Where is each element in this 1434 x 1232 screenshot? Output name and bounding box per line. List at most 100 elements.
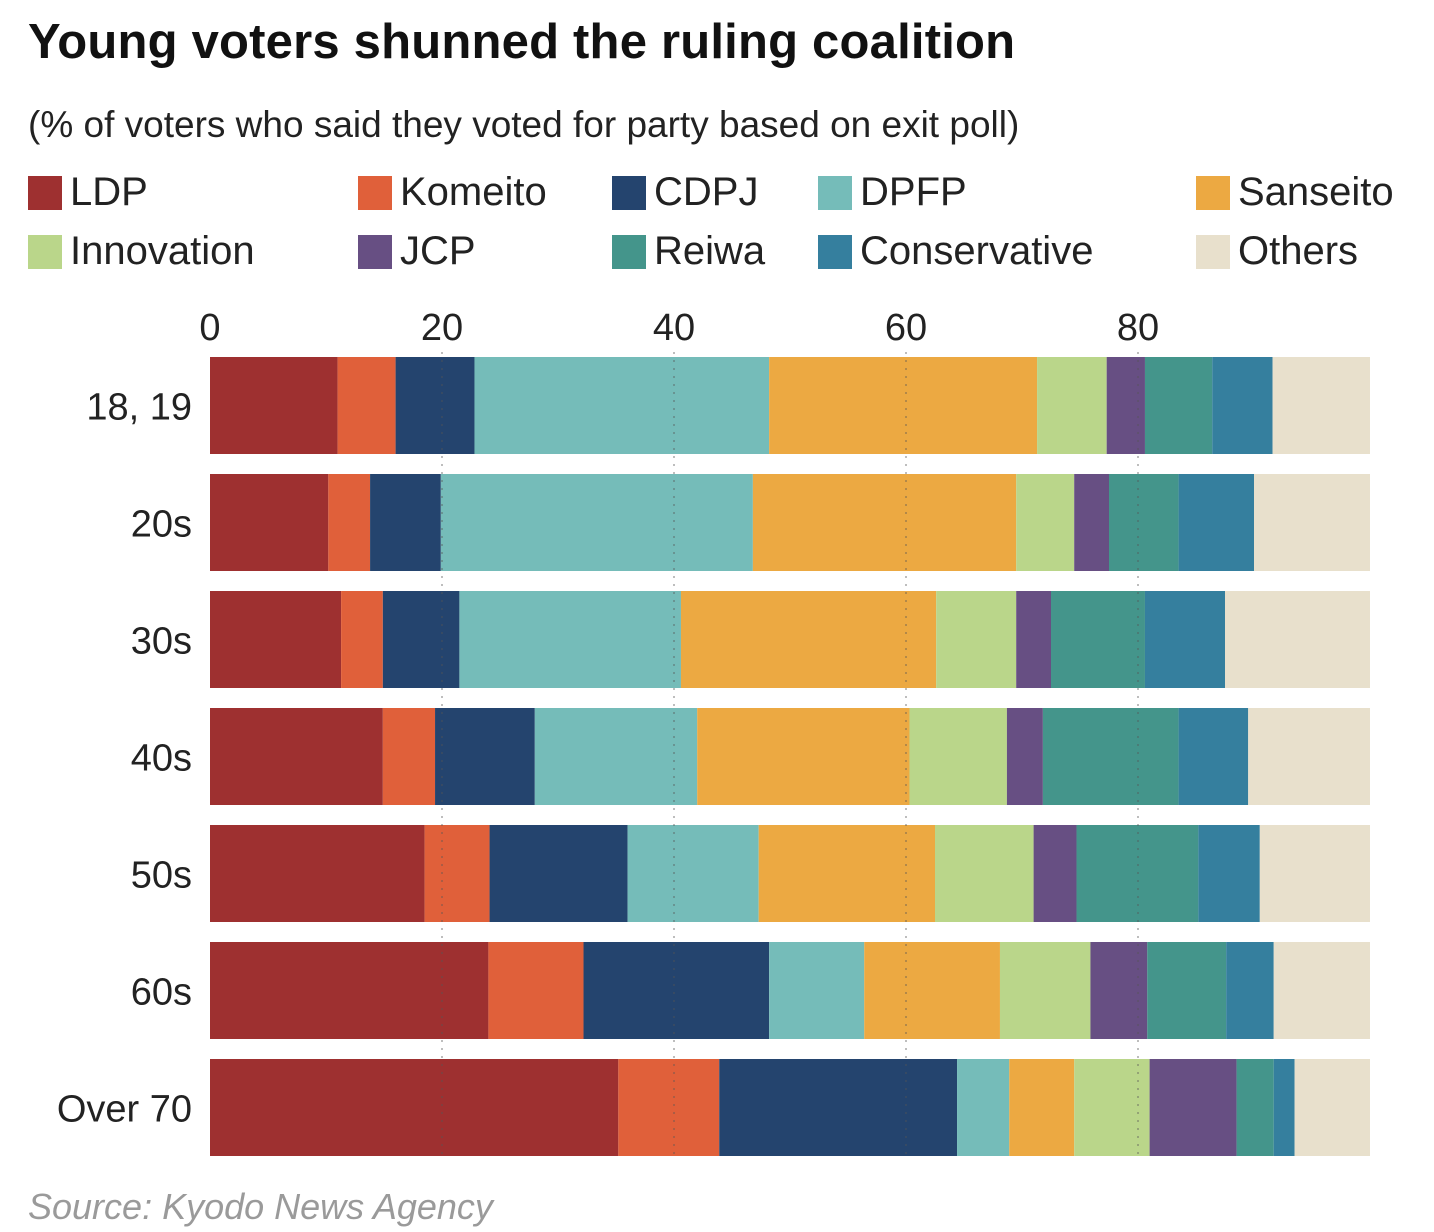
legend-swatch	[818, 175, 852, 210]
bar-segment-conservative-40s	[1178, 708, 1249, 805]
bar-segment-ldp-30s	[210, 591, 342, 688]
legend-item-jcp: JCP	[358, 229, 476, 274]
legend-swatch	[612, 234, 646, 269]
legend-swatch	[358, 234, 392, 269]
bar-segment-ldp-60s	[210, 942, 489, 1039]
legend-label: Reiwa	[654, 229, 766, 273]
legend-swatch	[28, 234, 62, 269]
bar-segment-reiwa-40s	[1042, 708, 1179, 805]
legend-item-ldp: LDP	[28, 170, 148, 215]
bar-segment-innovation-50s	[935, 825, 1034, 922]
bar-segment-komeito-50s	[424, 825, 490, 922]
bar-segment-conservative-18-19	[1212, 357, 1273, 454]
legend: LDP Komeito CDPJ DPFP Sanseito Innovation JCP R…	[0, 0, 1434, 290]
bar-segment-cdpj-18-19	[395, 357, 475, 454]
bar-segment-reiwa-20s	[1109, 474, 1179, 571]
bar-segment-sanseito-30s	[680, 591, 937, 688]
bar-segment-reiwa-60s	[1147, 942, 1227, 1039]
legend-swatch	[612, 175, 646, 210]
bar-segment-conservative-30s	[1144, 591, 1225, 688]
bar-segment-others-18-19	[1272, 357, 1370, 454]
legend-item-conservative: Conservative	[818, 229, 1093, 274]
chart-subtitle: (% of voters who said they voted for par…	[28, 104, 1020, 145]
category-label: 20s	[131, 504, 192, 546]
bar-segment-dpfp-60s	[769, 942, 865, 1039]
bar-segment-komeito-30s	[341, 591, 383, 688]
bar-segment-sanseito-18-19	[769, 357, 1038, 454]
bar-segment-komeito-18-19	[337, 357, 396, 454]
bar-segment-innovation-40s	[909, 708, 1007, 805]
chart-title: Young voters shunned the ruling coalitio…	[28, 15, 1016, 69]
bar-segment-jcp-40s	[1006, 708, 1043, 805]
bar-segment-jcp-60s	[1090, 942, 1148, 1039]
bar-segment-others-50s	[1259, 825, 1370, 922]
legend-swatch	[1196, 175, 1230, 210]
bar-segment-ldp-50s	[210, 825, 425, 922]
legend-label: CDPJ	[654, 170, 759, 214]
x-tick-label: 0	[199, 307, 220, 349]
legend-item-others: Others	[1196, 229, 1358, 274]
legend-label: Innovation	[70, 229, 255, 273]
bar-segment-komeito-20s	[328, 474, 371, 571]
bar-segment-sanseito-40s	[697, 708, 910, 805]
bar-segment-dpfp-20s	[440, 474, 753, 571]
bar-segment-komeito-40s	[382, 708, 436, 805]
legend-item-innovation: Innovation	[28, 229, 255, 274]
bar-segment-cdpj-30s	[382, 591, 460, 688]
legend-item-sanseito: Sanseito	[1196, 170, 1394, 215]
bar-segment-reiwa-30s	[1051, 591, 1145, 688]
bar-segment-conservative-20s	[1178, 474, 1254, 571]
bar-segment-ldp-40s	[210, 708, 383, 805]
bar-segment-jcp-30s	[1016, 591, 1051, 688]
bar-segment-dpfp-40s	[534, 708, 698, 805]
bar-segment-others-over-70	[1294, 1059, 1370, 1156]
legend-swatch	[818, 234, 852, 269]
legend-item-cdpj: CDPJ	[612, 170, 758, 215]
bar-segment-ldp-over-70	[210, 1059, 619, 1156]
bar-segment-sanseito-20s	[752, 474, 1017, 571]
category-label: 50s	[131, 855, 192, 897]
bar-segment-sanseito-over-70	[1009, 1059, 1075, 1156]
bar-segment-cdpj-50s	[489, 825, 628, 922]
bar-segment-cdpj-40s	[435, 708, 535, 805]
source-note: Source: Kyodo News Agency	[28, 1186, 493, 1227]
legend-swatch	[28, 175, 62, 210]
bar-segment-komeito-over-70	[618, 1059, 720, 1156]
bar-segment-innovation-30s	[936, 591, 1017, 688]
bar-segment-others-60s	[1273, 942, 1370, 1039]
category-label: 40s	[131, 738, 192, 780]
category-label: 30s	[131, 621, 192, 663]
legend-item-reiwa: Reiwa	[612, 229, 765, 274]
legend-label: Komeito	[400, 170, 547, 214]
bar-segment-ldp-18-19	[210, 357, 338, 454]
bar-segment-conservative-60s	[1226, 942, 1274, 1039]
legend-label: DPFP	[860, 170, 967, 214]
bar-segment-cdpj-60s	[583, 942, 770, 1039]
bar-segment-cdpj-over-70	[719, 1059, 958, 1156]
bar-segment-dpfp-over-70	[957, 1059, 1010, 1156]
bar-segment-reiwa-over-70	[1236, 1059, 1274, 1156]
legend-swatch	[1196, 234, 1230, 269]
bar-segment-jcp-over-70	[1149, 1059, 1237, 1156]
bar-segment-sanseito-60s	[864, 942, 1000, 1039]
bar-segment-reiwa-18-19	[1144, 357, 1213, 454]
legend-item-dpfp: DPFP	[818, 170, 967, 215]
legend-label: Conservative	[860, 229, 1094, 273]
bar-segment-komeito-60s	[488, 942, 584, 1039]
category-label: 18, 19	[86, 387, 192, 429]
x-tick-label: 20	[421, 307, 463, 349]
bar-segment-innovation-60s	[999, 942, 1091, 1039]
legend-swatch	[358, 175, 392, 210]
bar-segment-cdpj-20s	[370, 474, 441, 571]
bar-segment-others-40s	[1248, 708, 1370, 805]
bar-segment-conservative-over-70	[1273, 1059, 1295, 1156]
category-label: 60s	[131, 972, 192, 1014]
legend-label: Sanseito	[1238, 170, 1394, 214]
category-label: Over 70	[57, 1089, 192, 1131]
bar-segment-innovation-18-19	[1037, 357, 1107, 454]
bar-segment-jcp-18-19	[1106, 357, 1145, 454]
bar-segment-innovation-20s	[1016, 474, 1075, 571]
bar-segment-sanseito-50s	[758, 825, 935, 922]
bar-segment-conservative-50s	[1198, 825, 1260, 922]
